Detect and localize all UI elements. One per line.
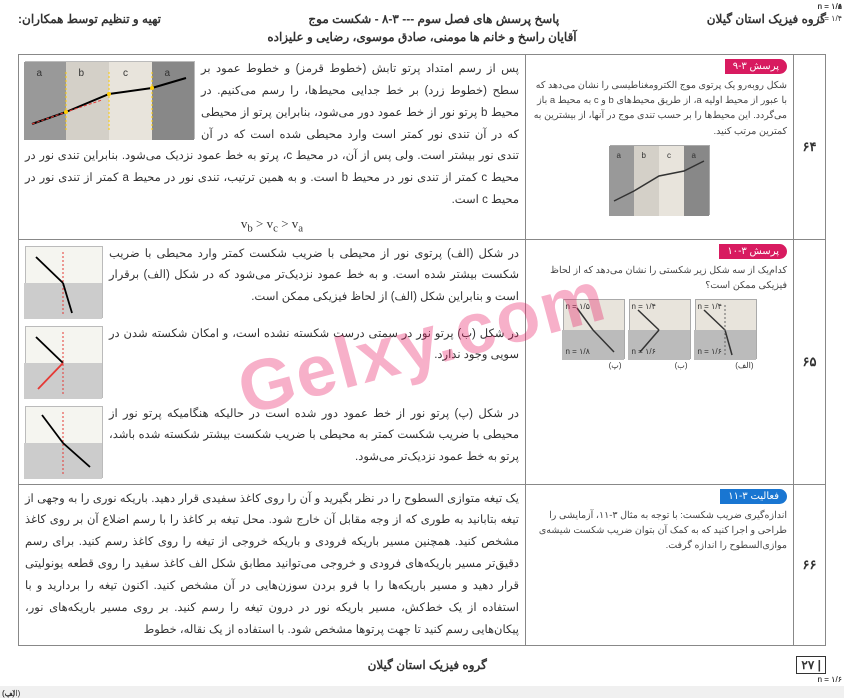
subheader: آقایان راسخ و خانم ها مومنی، صادق موسوی،… xyxy=(18,30,826,44)
question-badge: پرسش ۳-۱۰ xyxy=(719,244,787,259)
refraction-icon xyxy=(24,327,102,399)
row-number: ۶۴ xyxy=(794,55,826,240)
question-text: شکل روبه‌رو یک پرتوی موج الکترومغناطیسی … xyxy=(532,78,787,139)
header-right: گروه فیزیک استان گیلان xyxy=(707,12,826,26)
answer-cell: یک تیغه متوازی السطوح را در نظر بگیرید و… xyxy=(19,484,526,646)
answer-diagram-be: n = ۱/۵ n = ۱/۶ (ب) xyxy=(25,326,103,398)
question-diagrams: n = ۱/۴ n = ۱/۶ (الف) n = ۱/۴ n = ۱/۶ (ب… xyxy=(532,299,787,359)
formula: vb > vc > va xyxy=(241,216,303,235)
refraction-icon xyxy=(24,247,102,319)
svg-text:b: b xyxy=(641,151,646,160)
question-badge: پرسش ۳-۹ xyxy=(725,59,787,74)
answer-cell: a b c a پس از رسم امت xyxy=(19,55,526,240)
question-text: اندازه‌گیری ضریب شکست: با توجه به مثال ۳… xyxy=(532,508,787,554)
refraction-icon xyxy=(24,407,102,479)
svg-text:c: c xyxy=(667,151,671,160)
page-container: Gelxy.com گروه فیزیک استان گیلان پاسخ پر… xyxy=(0,0,844,686)
n-label: n = ۱/۴ xyxy=(818,14,842,23)
answer-diagram: a b c a xyxy=(25,61,195,139)
diagram-caption: (الف) xyxy=(735,361,753,370)
row-number: ۶۵ xyxy=(794,239,826,484)
n-label: n = ۱/۸ xyxy=(818,2,842,11)
refraction-icon: a b c a xyxy=(609,146,709,216)
n-label: n = ۱/۶ xyxy=(818,675,842,684)
svg-text:a: a xyxy=(164,68,170,79)
svg-text:a: a xyxy=(36,68,42,79)
svg-text:a: a xyxy=(616,151,621,160)
table-row: ۶۴ پرسش ۳-۹ شکل روبه‌رو یک پرتوی موج الک… xyxy=(19,55,826,240)
n-label: n = ۱/۸ xyxy=(566,347,590,356)
row-number: ۶۶ xyxy=(794,484,826,646)
footer-center: گروه فیزیک استان گیلان xyxy=(368,658,487,672)
table-row: ۶۶ فعالیت ۳-۱۱ اندازه‌گیری ضریب شکست: با… xyxy=(19,484,826,646)
question-cell: فعالیت ۳-۱۱ اندازه‌گیری ضریب شکست: با تو… xyxy=(526,484,794,646)
diagram-be: n = ۱/۴ n = ۱/۶ (ب) xyxy=(629,299,691,359)
diagram-caption: (پ) xyxy=(2,689,15,698)
answer-text: یک تیغه متوازی السطوح را در نظر بگیرید و… xyxy=(25,489,519,642)
question-cell: پرسش ۳-۹ شکل روبه‌رو یک پرتوی موج الکترو… xyxy=(526,55,794,240)
page-number: | ۲۷ xyxy=(796,656,826,674)
n-label: n = ۱/۴ xyxy=(632,302,656,311)
answer-diagram-pe: n = ۱/۸ n = ۱/۶ (پ) xyxy=(25,406,103,478)
header: گروه فیزیک استان گیلان پاسخ پرسش های فصل… xyxy=(18,12,826,26)
n-label: n = ۱/۶ xyxy=(632,347,656,356)
question-cell: پرسش ۳-۱۰ کدام‌یک از سه شکل زیر شکستی را… xyxy=(526,239,794,484)
question-badge: فعالیت ۳-۱۱ xyxy=(720,489,787,504)
table-row: ۶۵ پرسش ۳-۱۰ کدام‌یک از سه شکل زیر شکستی… xyxy=(19,239,826,484)
question-diagram: a b c a xyxy=(610,145,710,215)
footer: | ۲۷ گروه فیزیک استان گیلان xyxy=(18,656,826,674)
diagram-pe: n = ۱/۵ n = ۱/۸ (پ) xyxy=(563,299,625,359)
n-label: n = ۱/۵ xyxy=(566,302,590,311)
svg-text:b: b xyxy=(78,68,84,79)
question-text: کدام‌یک از سه شکل زیر شکستی را نشان می‌د… xyxy=(532,263,787,293)
main-table: ۶۴ پرسش ۳-۹ شکل روبه‌رو یک پرتوی موج الک… xyxy=(18,54,826,646)
diagram-caption: (ب) xyxy=(675,361,688,370)
diagram-caption: (پ) xyxy=(609,361,622,370)
n-label: n = ۱/۶ xyxy=(698,347,722,356)
svg-text:c: c xyxy=(123,68,128,79)
svg-text:a: a xyxy=(691,151,696,160)
header-center: پاسخ پرسش های فصل سوم --- ۳-۸ - شکست موج xyxy=(308,12,559,26)
refraction-answer-icon: a b c a xyxy=(24,62,194,140)
diagram-alef: n = ۱/۴ n = ۱/۶ (الف) xyxy=(695,299,757,359)
answer-diagram-alef: n = ۱/۶ n = ۱/۴ (الف) xyxy=(25,246,103,318)
answer-cell: n = ۱/۶ n = ۱/۴ (الف) در شکل (الف) پرتوی… xyxy=(19,239,526,484)
header-left: تهیه و تنظیم توسط همکاران: xyxy=(18,12,161,26)
n-label: n = ۱/۴ xyxy=(698,302,722,311)
